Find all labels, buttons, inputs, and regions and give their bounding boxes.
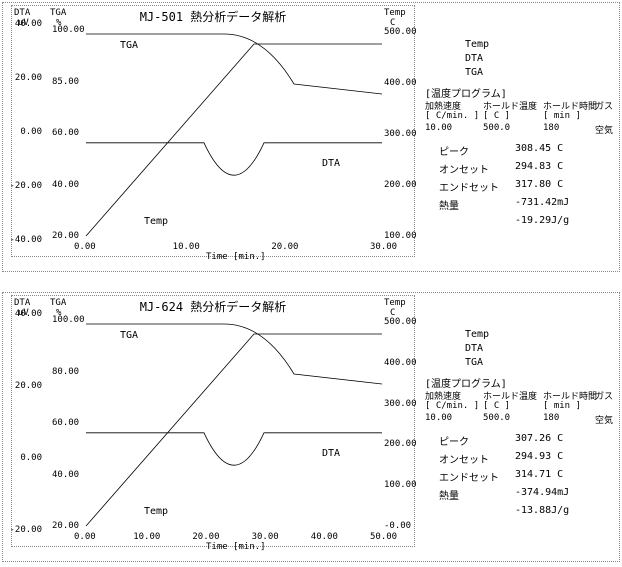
prog-col: ガス xyxy=(595,389,613,402)
prog-header: [温度プログラム] xyxy=(425,375,507,390)
prog-val: 空気 xyxy=(595,413,613,426)
chart-mj624: MJ-624 熱分析データ解析DTAuVTGA%TempC40.0020.000… xyxy=(11,295,415,547)
info-label: オンセット xyxy=(439,161,489,176)
prog-val: 500.0 xyxy=(483,123,510,133)
prog-val: 180 xyxy=(543,123,559,133)
curves xyxy=(12,6,416,258)
info-value: 307.26 C xyxy=(515,433,563,444)
info-label: ピーク xyxy=(439,143,469,158)
prog-val: 空気 xyxy=(595,123,613,136)
info-value: 314.71 C xyxy=(515,469,563,480)
info-value: -731.42mJ xyxy=(515,197,569,208)
legend-item: TGA xyxy=(465,357,483,368)
info-value: 294.83 C xyxy=(515,161,563,172)
prog-unit: [ C/min. ] xyxy=(425,111,479,121)
prog-val: 10.00 xyxy=(425,413,452,423)
legend-item: Temp xyxy=(465,39,489,50)
prog-unit: [ min ] xyxy=(543,401,581,411)
prog-unit: [ C/min. ] xyxy=(425,401,479,411)
info-label: 熱量 xyxy=(439,487,459,502)
info-label: 熱量 xyxy=(439,197,459,212)
chart-mj501: MJ-501 熱分析データ解析DTAuVTGA%TempC40.0020.000… xyxy=(11,5,415,257)
legend-item: DTA xyxy=(465,343,483,354)
panel-mj624: MJ-624 熱分析データ解析DTAuVTGA%TempC40.0020.000… xyxy=(2,292,620,562)
panel-mj501: MJ-501 熱分析データ解析DTAuVTGA%TempC40.0020.000… xyxy=(2,2,620,272)
legend-item: DTA xyxy=(465,53,483,64)
prog-header: [温度プログラム] xyxy=(425,85,507,100)
prog-unit: [ min ] xyxy=(543,111,581,121)
info-value: 308.45 C xyxy=(515,143,563,154)
info-value: -19.29J/g xyxy=(515,215,569,226)
info-label: エンドセット xyxy=(439,469,499,484)
info-label: ピーク xyxy=(439,433,469,448)
info-value: -374.94mJ xyxy=(515,487,569,498)
prog-val: 10.00 xyxy=(425,123,452,133)
prog-val: 500.0 xyxy=(483,413,510,423)
prog-val: 180 xyxy=(543,413,559,423)
legend-item: Temp xyxy=(465,329,489,340)
curves xyxy=(12,296,416,548)
legend-item: TGA xyxy=(465,67,483,78)
info-label: エンドセット xyxy=(439,179,499,194)
info-value: -13.88J/g xyxy=(515,505,569,516)
prog-unit: [ C ] xyxy=(483,111,510,121)
prog-unit: [ C ] xyxy=(483,401,510,411)
info-value: 294.93 C xyxy=(515,451,563,462)
info-value: 317.80 C xyxy=(515,179,563,190)
info-label: オンセット xyxy=(439,451,489,466)
prog-col: ガス xyxy=(595,99,613,112)
